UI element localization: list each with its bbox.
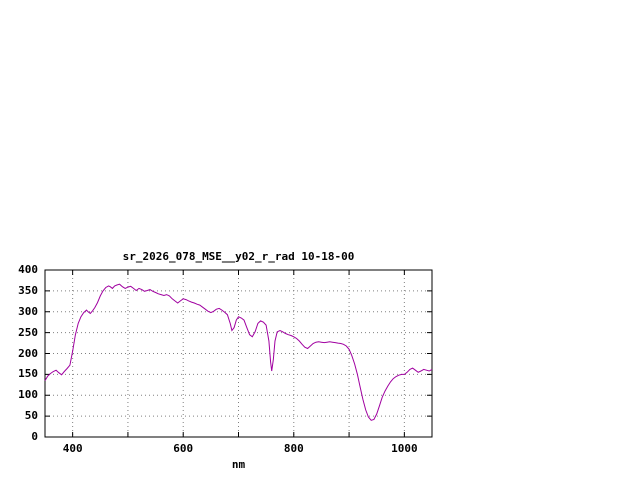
- y-tick-label: 250: [18, 325, 38, 339]
- chart-title: sr_2026_078_MSE__y02_r_rad 10-18-00: [122, 250, 355, 263]
- y-tick-label: 350: [18, 283, 38, 297]
- x-tick-label: 400: [62, 442, 83, 455]
- y-tick-label: 300: [18, 304, 38, 318]
- x-tick-label: 600: [173, 442, 194, 455]
- x-axis-label: nm: [231, 458, 246, 471]
- spectrum-curve: [44, 283, 433, 421]
- y-tick-label: 150: [18, 367, 38, 381]
- y-tick-label: 0: [31, 430, 38, 443]
- y-tick-label: 50: [24, 409, 38, 423]
- y-tick-label: 400: [18, 263, 38, 276]
- y-tick-label: 100: [18, 388, 38, 402]
- y-tick-label: 200: [18, 346, 38, 360]
- x-tick-label: 800: [283, 442, 304, 455]
- x-tick-label: 1000: [391, 442, 418, 455]
